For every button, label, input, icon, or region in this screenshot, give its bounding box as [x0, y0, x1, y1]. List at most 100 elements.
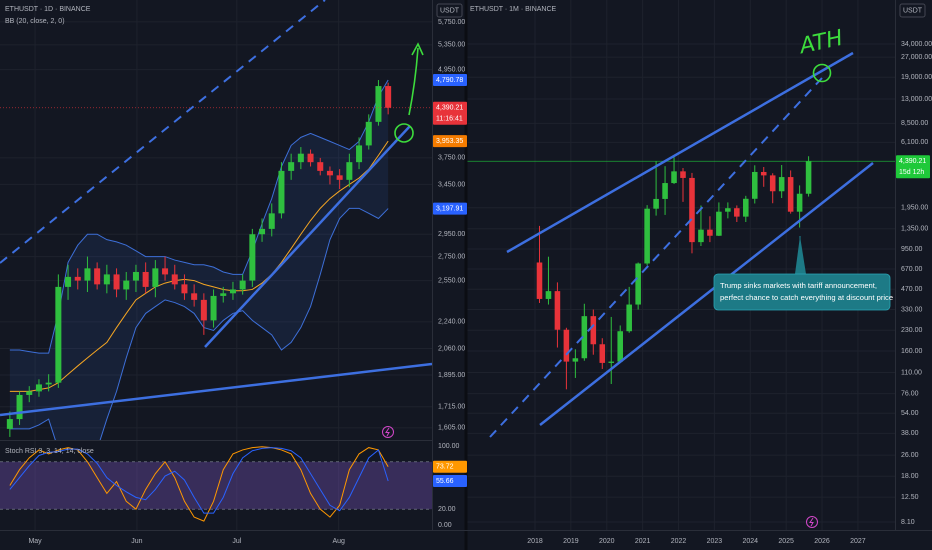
y-tick-label: 950.00 — [901, 246, 923, 253]
candle-body — [326, 170, 333, 176]
grid-layer — [0, 0, 896, 530]
y-tick-label: 19,000.00 — [901, 74, 932, 81]
candle-body — [171, 274, 178, 285]
candle-body — [142, 271, 149, 287]
trend-line — [0, 0, 326, 264]
y-tick-label: 2,240.00 — [438, 319, 465, 326]
y-tick-label: 5,350.00 — [438, 42, 465, 49]
currency-button[interactable] — [436, 3, 463, 18]
candle-body — [278, 170, 285, 214]
candle-body — [229, 289, 236, 294]
y-tick-label: 2,550.00 — [438, 277, 465, 284]
x-tick-label: 2019 — [563, 538, 579, 545]
oscillator-title: Stoch RSI 3, 3, 14, 14, close — [5, 448, 94, 455]
y-tick-label: 110.00 — [901, 369, 922, 376]
price-label-box — [433, 101, 467, 125]
y-tick-label: 27,000.00 — [901, 54, 932, 61]
candle-body — [626, 304, 632, 332]
value-label-box — [433, 475, 467, 488]
arrow-head — [411, 42, 424, 56]
band-basis — [9, 140, 389, 392]
x-tick-label: Jul — [232, 538, 241, 545]
currency-label[interactable]: USDT — [440, 7, 460, 14]
candle-body — [288, 162, 295, 171]
candle-body — [689, 177, 695, 243]
x-tick-label: Jun — [131, 538, 142, 545]
plot-area — [0, 79, 432, 440]
candle-body — [787, 177, 794, 212]
y-tick-label: 2,750.00 — [438, 253, 465, 260]
candle-body — [259, 228, 266, 235]
plot-layer — [0, 79, 896, 522]
band-lower — [9, 207, 389, 440]
candle-body — [249, 234, 256, 281]
candle-body — [35, 384, 42, 392]
candle-body — [181, 284, 188, 294]
value-label-box — [433, 460, 467, 473]
event-icon — [382, 426, 394, 438]
candle-body — [268, 213, 275, 229]
price-label: 3,197.91 — [436, 205, 463, 212]
price-label-box — [433, 73, 467, 86]
candle-body — [74, 276, 81, 281]
candle-body — [375, 86, 382, 122]
y-tick-label: 3,450.00 — [438, 181, 465, 188]
candle-body — [200, 299, 207, 321]
price-label-box — [433, 202, 467, 215]
oscillator-area — [0, 446, 432, 522]
trend-line — [204, 125, 411, 348]
price-label: 4,790.78 — [436, 77, 463, 84]
drawings-left — [0, 0, 432, 438]
callout-pointer — [795, 236, 806, 274]
candle-body — [536, 262, 543, 299]
candle-body — [545, 291, 552, 299]
price-label: 4,390.21 — [436, 105, 463, 112]
y-tick-label: 1,350.00 — [901, 226, 928, 233]
x-tick-label: 2020 — [599, 538, 615, 545]
candle-body — [760, 171, 767, 176]
candle-body — [671, 171, 677, 184]
candle-body — [317, 162, 324, 171]
y-tick-label: 230.00 — [901, 327, 923, 334]
y-tick-label: 1,950.00 — [901, 205, 928, 212]
trend-line — [489, 77, 823, 438]
candle-body — [65, 276, 72, 287]
y-tick-label: 670.00 — [901, 266, 923, 273]
target-circle — [394, 123, 414, 143]
candle-body — [608, 361, 615, 363]
y-tick-label: 2,950.00 — [438, 231, 465, 238]
label-layer: 5,750.00 5,350.00 4,950.00 3,750.00 3,450.00… — [28, 19, 932, 545]
price-label: 4,390.21 — [899, 158, 926, 165]
drawings-right: ATH Trump sinks markets with tariff anno… — [489, 26, 893, 528]
y-tick-label: 13,000.00 — [901, 96, 932, 103]
currency-button[interactable] — [899, 3, 926, 18]
candle-body — [778, 177, 785, 192]
candle-body — [743, 198, 749, 217]
chart-title: ETHUSDT · 1D · BINANCE — [5, 6, 91, 13]
y-tick-label: 1,715.00 — [438, 404, 465, 411]
value-label: 73.72 — [436, 464, 454, 471]
candle-body — [210, 295, 217, 321]
candle-body — [707, 229, 713, 236]
candle-body — [734, 208, 740, 217]
candle-body — [297, 153, 304, 163]
candle-body — [599, 344, 606, 363]
y-tick-label: 3,750.00 — [438, 155, 465, 162]
candle-body — [16, 394, 23, 420]
oscillator-band — [0, 461, 432, 510]
y-tick-label: 4,950.00 — [438, 66, 465, 73]
candle-body — [653, 198, 659, 209]
candle-body — [680, 171, 686, 178]
candle-body — [94, 268, 101, 285]
x-tick-label: 2025 — [778, 538, 794, 545]
candle-body — [554, 291, 561, 330]
candle-body — [26, 391, 33, 395]
y-tick-label: 100.00 — [438, 443, 460, 450]
candle-body — [45, 382, 52, 385]
channel-top — [506, 51, 854, 254]
callout-text: Trump sinks markets with tariff announce… — [720, 281, 877, 290]
candle-body — [162, 268, 169, 275]
currency-label[interactable]: USDT — [903, 7, 923, 14]
y-tick-label: 26.00 — [901, 452, 919, 459]
y-tick-label: 1,895.00 — [438, 372, 465, 379]
